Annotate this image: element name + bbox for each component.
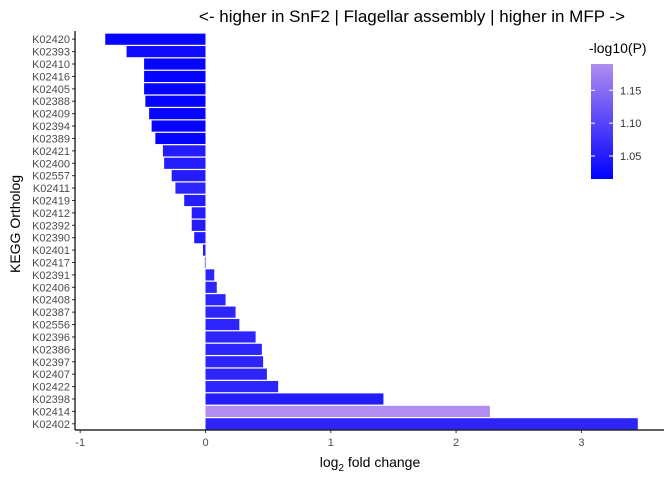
- x-tick-label: 0: [202, 437, 208, 449]
- y-tick-label: K02393: [32, 47, 70, 59]
- y-tick-label: K02391: [32, 270, 70, 282]
- y-tick-label: K02407: [32, 369, 70, 381]
- y-tick-label: K02421: [32, 146, 70, 158]
- bar-k02407: [205, 368, 267, 380]
- bar-k02402: [205, 418, 638, 430]
- bar-k02414: [205, 405, 490, 417]
- y-tick-label: K02414: [32, 406, 70, 418]
- y-tick-label: K02420: [32, 34, 70, 46]
- bar-k02417: [204, 256, 206, 269]
- y-tick-label: K02410: [32, 59, 70, 71]
- bar-k02396: [205, 331, 256, 343]
- y-tick-label: K02394: [32, 121, 70, 133]
- y-tick-label: K02411: [33, 183, 70, 195]
- bar-k02557: [171, 170, 206, 182]
- bar-k02398: [205, 393, 384, 405]
- y-tick-label: K02557: [32, 171, 70, 183]
- chart-title: <- higher in SnF2 | Flagellar assembly |…: [199, 7, 625, 26]
- y-axis-title: KEGG Ortholog: [7, 175, 23, 273]
- y-tick-label: K02422: [32, 382, 70, 394]
- bar-k02420: [105, 33, 206, 45]
- colorbar: [591, 64, 613, 179]
- x-tick-label: -1: [75, 437, 85, 449]
- bar-k02393: [126, 46, 206, 58]
- bar-k02411: [175, 182, 206, 194]
- colorbar-tick-label: 1.10: [620, 118, 641, 130]
- y-tick-label: K02386: [32, 344, 70, 356]
- y-tick-label: K02408: [32, 295, 70, 307]
- bar-k02391: [205, 269, 215, 281]
- y-tick-label: K02402: [32, 419, 70, 431]
- bar-k02421: [162, 145, 206, 157]
- x-axis-title-subscript: 2: [338, 463, 344, 474]
- bar-k02422: [205, 381, 279, 393]
- bar-k02388: [145, 95, 206, 107]
- bar-k02405: [144, 83, 206, 95]
- x-tick-label: 3: [578, 437, 584, 449]
- axes-group: K02420K02393K02410K02416K02405K02388K024…: [32, 31, 664, 449]
- y-tick-label: K02400: [32, 158, 70, 170]
- bar-k02386: [205, 343, 262, 355]
- y-tick-label: K02406: [32, 282, 70, 294]
- bar-k02412: [191, 207, 206, 219]
- bar-k02408: [205, 294, 226, 306]
- bar-k02409: [149, 108, 206, 120]
- colorbar-tick-label: 1.15: [620, 85, 641, 97]
- y-tick-label: K02401: [32, 245, 70, 257]
- colorbar-tick-label: 1.05: [620, 151, 641, 163]
- y-tick-label: K02556: [32, 320, 70, 332]
- legend-title: -log10(P): [589, 40, 647, 56]
- bar-k02390: [194, 232, 206, 244]
- y-tick-label: K02389: [32, 133, 70, 145]
- bar-k02406: [205, 281, 217, 293]
- x-axis-title-main: log: [320, 454, 339, 470]
- y-tick-label: K02390: [32, 233, 70, 245]
- bar-k02556: [205, 318, 240, 331]
- y-tick-label: K02416: [32, 71, 70, 83]
- x-tick-label: 2: [453, 437, 459, 449]
- bar-k02400: [164, 157, 206, 169]
- bars-group: [105, 33, 638, 430]
- y-tick-label: K02409: [32, 109, 70, 121]
- bar-k02392: [191, 219, 206, 231]
- bar-k02394: [151, 120, 206, 132]
- y-tick-label: K02419: [32, 195, 70, 207]
- y-tick-label: K02397: [32, 357, 70, 369]
- y-tick-label: K02396: [32, 332, 70, 344]
- y-tick-label: K02405: [32, 84, 70, 96]
- x-axis-title-rest: fold change: [344, 454, 420, 470]
- y-tick-label: K02417: [32, 258, 70, 270]
- x-tick-label: 1: [328, 437, 334, 449]
- y-tick-label: K02388: [32, 96, 70, 108]
- y-tick-label: K02392: [32, 220, 70, 232]
- bar-k02387: [205, 306, 236, 318]
- y-tick-label: K02398: [32, 394, 70, 406]
- bar-k02389: [155, 132, 206, 145]
- bar-k02410: [144, 58, 206, 70]
- bar-k02419: [184, 194, 206, 207]
- legend: -log10(P) 1.05 1.10 1.15: [589, 40, 647, 179]
- x-axis-title: log2 fold change: [320, 454, 421, 474]
- y-tick-label: K02387: [32, 307, 70, 319]
- y-tick-label: K02412: [32, 208, 70, 220]
- bar-k02401: [202, 244, 206, 256]
- bar-k02397: [205, 356, 264, 368]
- bar-k02416: [144, 70, 206, 83]
